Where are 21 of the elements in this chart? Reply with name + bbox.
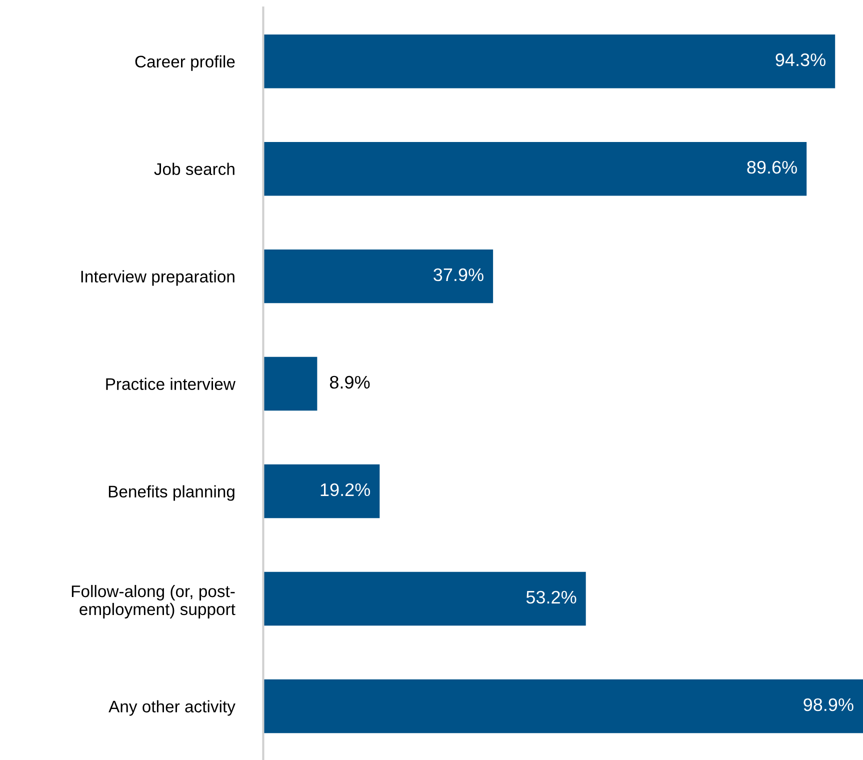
y-tick-label: Job search [154, 162, 234, 176]
bar [263, 249, 494, 304]
data-label: 53.2% [526, 590, 576, 604]
data-label: 89.6% [747, 160, 797, 174]
data-label: 8.9% [330, 376, 370, 389]
bar [263, 679, 863, 734]
bar [263, 356, 318, 411]
data-label: 19.2% [320, 483, 370, 496]
bar [263, 572, 586, 626]
y-tick-label: Career profile [135, 55, 235, 71]
data-label: 37.9% [434, 268, 484, 282]
bar [263, 464, 380, 518]
y-tick-label: Benefits planning [108, 485, 234, 501]
data-label: 98.9% [804, 698, 854, 712]
data-label: 94.3% [776, 53, 826, 66]
bar [263, 34, 836, 88]
y-tick-label: Practice interview [106, 378, 236, 390]
bar [263, 142, 807, 196]
y-tick-label: Interview preparation [81, 270, 234, 286]
y-tick-label: Follow-along (or, post- employment) support [72, 584, 236, 618]
y-tick-label: Any other activity [108, 700, 236, 716]
